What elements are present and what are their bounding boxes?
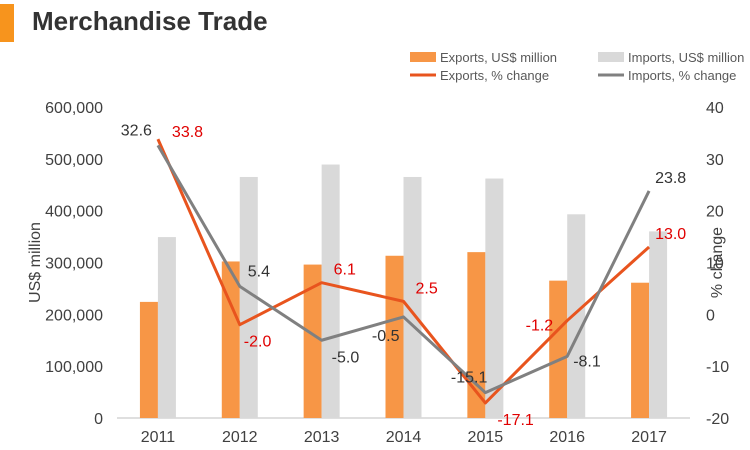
title-accent-bar bbox=[0, 4, 14, 42]
y-right-tick-label: 10 bbox=[706, 256, 724, 273]
y-right-tick-label: -10 bbox=[706, 359, 729, 376]
bar-imports bbox=[321, 164, 340, 418]
legend-entry: Imports, % change bbox=[628, 68, 736, 83]
imports-change-data-label: 5.4 bbox=[248, 263, 270, 280]
y-left-tick-label: 400,000 bbox=[45, 204, 103, 221]
imports-change-data-label: 32.6 bbox=[121, 122, 152, 139]
bar-exports bbox=[303, 264, 322, 418]
x-tick-label: 2014 bbox=[386, 429, 422, 446]
y-left-tick-label: 100,000 bbox=[45, 359, 103, 376]
page-title: Merchandise Trade bbox=[32, 6, 268, 36]
exports-change-data-label: 33.8 bbox=[172, 124, 203, 141]
exports-change-data-label: 6.1 bbox=[334, 262, 356, 279]
y-left-tick-label: 500,000 bbox=[45, 152, 103, 169]
x-tick-label: 2015 bbox=[468, 429, 504, 446]
exports-change-data-label: -1.2 bbox=[526, 318, 554, 335]
imports-change-data-label: -0.5 bbox=[372, 328, 400, 345]
bar-imports bbox=[485, 178, 504, 418]
legend-swatch bbox=[410, 52, 436, 62]
bar-exports bbox=[139, 301, 158, 418]
x-tick-label: 2016 bbox=[549, 429, 585, 446]
y-left-axis-title: US$ million bbox=[27, 222, 44, 303]
bar-imports bbox=[239, 176, 258, 418]
y-right-tick-label: 40 bbox=[706, 100, 724, 117]
bar-exports bbox=[467, 252, 486, 418]
exports-change-data-label: -17.1 bbox=[497, 412, 534, 429]
x-tick-label: 2017 bbox=[631, 429, 667, 446]
y-right-axis-title: % change bbox=[709, 227, 726, 298]
legend-entry: Imports, US$ million bbox=[628, 50, 744, 65]
y-right-tick-label: 30 bbox=[706, 152, 724, 169]
imports-change-line bbox=[156, 144, 651, 395]
exports-change-data-label: 13.0 bbox=[655, 226, 686, 243]
exports-change-line bbox=[156, 138, 651, 405]
bar-exports bbox=[549, 280, 568, 418]
y-left-tick-label: 600,000 bbox=[45, 100, 103, 117]
legend-entry: Exports, US$ million bbox=[440, 50, 557, 65]
imports-change-data-label: -5.0 bbox=[332, 349, 360, 366]
y-left-tick-label: 200,000 bbox=[45, 307, 103, 324]
imports-change-data-label: -8.1 bbox=[573, 353, 601, 370]
legend-entry: Exports, % change bbox=[440, 68, 549, 83]
bar-imports bbox=[157, 237, 176, 418]
y-left-tick-label: 0 bbox=[94, 411, 103, 428]
y-left-tick-label: 300,000 bbox=[45, 256, 103, 273]
bar-exports bbox=[385, 255, 404, 418]
bar-imports bbox=[649, 231, 668, 418]
exports-change-data-label: -2.0 bbox=[244, 334, 272, 351]
imports-change-data-label: 23.8 bbox=[655, 170, 686, 187]
bar-imports bbox=[567, 214, 586, 418]
y-right-tick-label: -20 bbox=[706, 411, 729, 428]
y-right-tick-label: 20 bbox=[706, 204, 724, 221]
imports-change-data-label: -15.1 bbox=[451, 370, 488, 387]
bar-exports bbox=[631, 282, 650, 418]
exports-change-data-label: 2.5 bbox=[416, 280, 438, 297]
x-tick-label: 2013 bbox=[304, 429, 340, 446]
legend-swatch bbox=[598, 52, 624, 62]
x-tick-label: 2011 bbox=[141, 429, 176, 446]
x-tick-label: 2012 bbox=[222, 429, 258, 446]
bar-exports bbox=[221, 261, 240, 418]
bar-imports bbox=[403, 176, 422, 418]
y-right-tick-label: 0 bbox=[706, 307, 715, 324]
